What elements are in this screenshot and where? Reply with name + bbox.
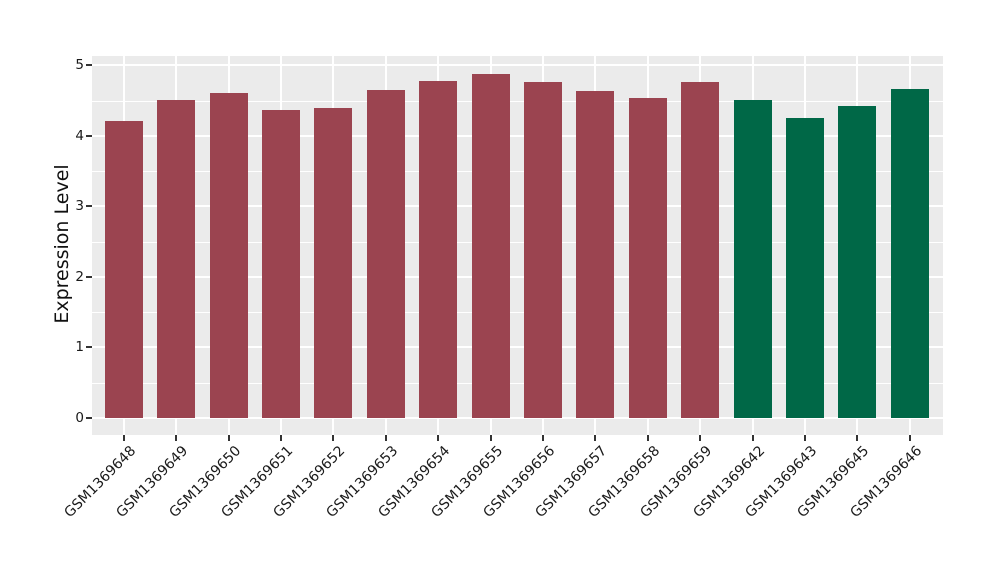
x-tick-mark [122,435,125,441]
minor-gridline [92,241,943,243]
y-tick-label: 4 [75,127,84,144]
x-tick-mark [856,435,859,441]
y-axis-title: Expression Level [51,164,73,324]
y-tick-label: 0 [75,409,84,426]
bar-GSM1369659 [681,81,720,418]
y-tick-mark [86,416,92,419]
x-tick-mark [384,435,387,441]
bar-GSM1369643 [786,117,824,418]
y-tick-mark [86,275,92,278]
bar-GSM1369657 [576,91,615,418]
x-tick-mark [227,435,230,441]
bar-GSM1369652 [314,107,353,418]
y-tick-label: 2 [75,268,84,285]
bar-GSM1369655 [471,73,510,418]
major-gridline [92,205,943,208]
bar-GSM1369654 [419,80,458,418]
bar-GSM1369645 [838,106,877,418]
y-tick-label: 1 [75,339,84,356]
minor-gridline [92,100,943,102]
x-tick-mark [542,435,544,441]
x-tick-mark [489,435,492,441]
minor-gridline [92,382,943,384]
bar-GSM1369646 [890,89,929,418]
x-tick-mark [594,435,597,441]
y-tick-mark [86,346,92,349]
bar-GSM1369649 [157,99,196,418]
bar-GSM1369651 [262,109,300,418]
bar-GSM1369642 [733,99,772,418]
major-gridline [92,64,943,67]
bar-GSM1369650 [209,92,248,418]
bar-GSM1369658 [628,98,667,418]
bar-GSM1369648 [104,121,143,418]
minor-gridline [92,312,943,314]
major-gridline [92,275,943,278]
x-tick-mark [175,435,178,441]
y-tick-mark [86,205,92,208]
plot-panel [92,56,943,435]
x-tick-mark [804,435,806,441]
major-gridline [92,134,943,137]
bar-GSM1369653 [366,90,405,418]
minor-gridline [92,171,943,173]
major-gridline [92,416,943,419]
x-tick-mark [699,435,702,441]
y-tick-mark [86,64,92,67]
y-tick-mark [86,134,92,137]
x-tick-mark [646,435,649,441]
bar-GSM1369656 [524,82,562,418]
y-tick-label: 3 [75,198,84,215]
x-tick-mark [437,435,440,441]
major-gridline [92,346,943,349]
x-tick-mark [751,435,754,441]
y-tick-label: 5 [75,57,84,74]
x-tick-mark [908,435,911,441]
x-tick-mark [332,435,335,441]
x-tick-mark [280,435,282,441]
